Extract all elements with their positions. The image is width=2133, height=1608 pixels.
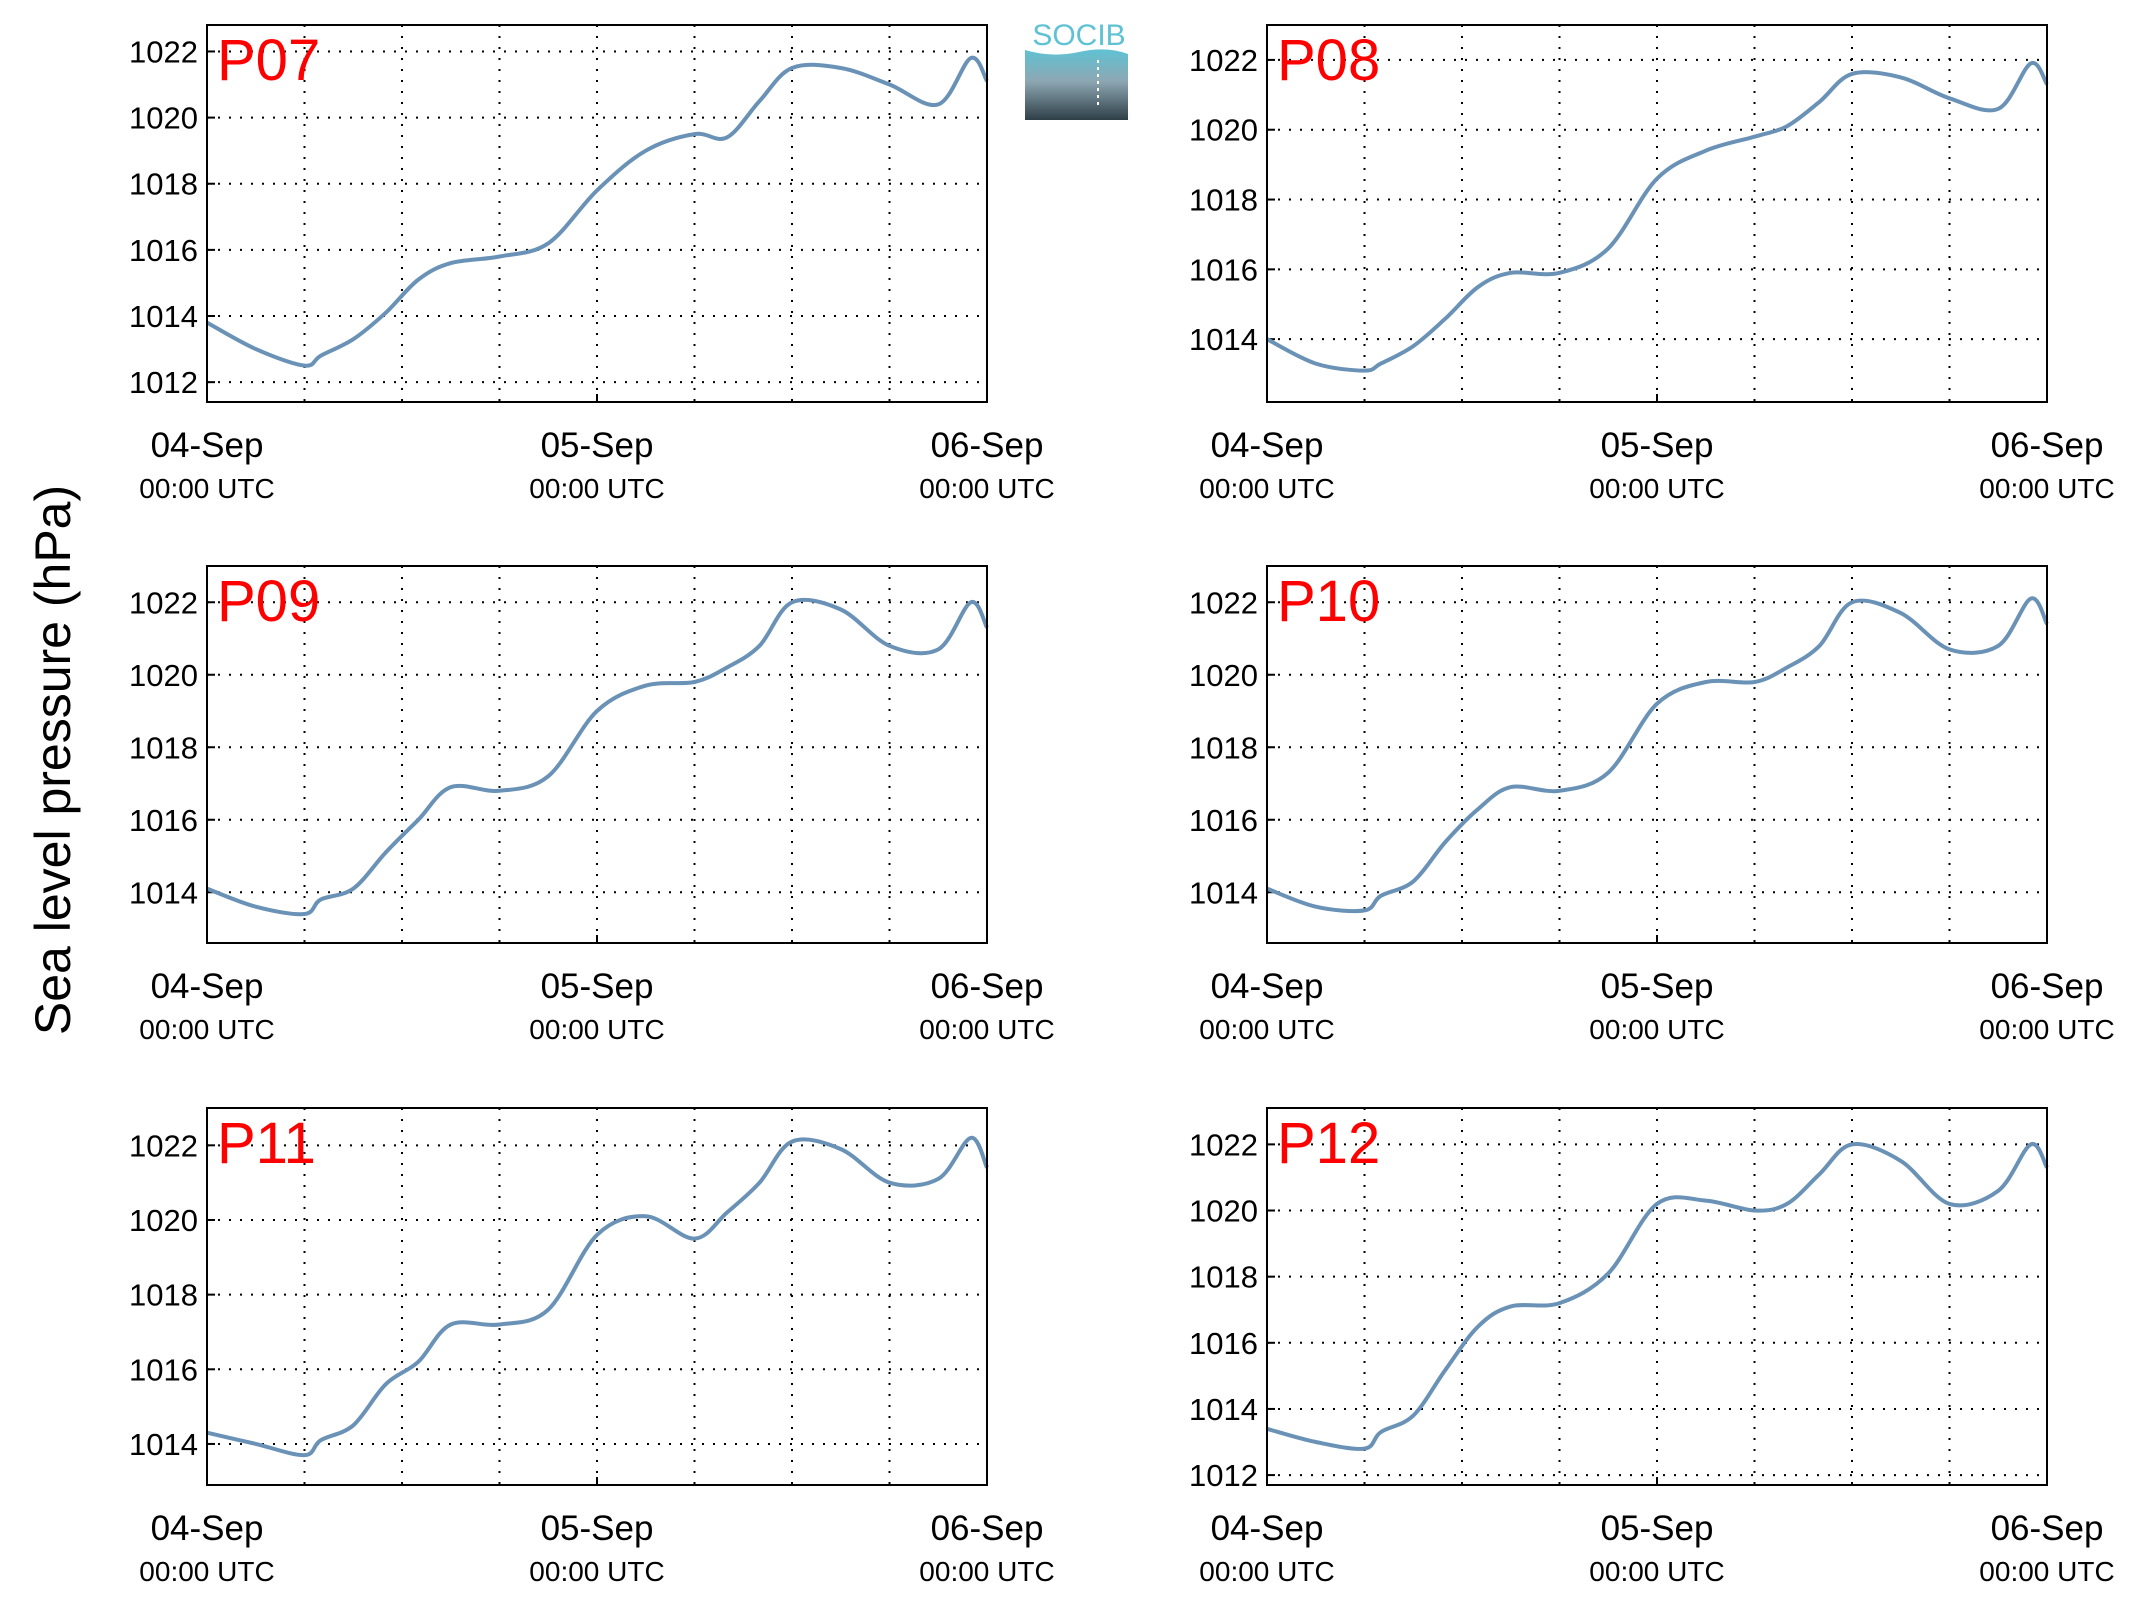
- y-tick-label: 1020: [129, 658, 198, 693]
- x-tick-date-label: 05-Sep: [541, 967, 654, 1006]
- y-tick-label: 1020: [1189, 1194, 1258, 1229]
- series-line-p07: [206, 55, 989, 368]
- x-tick-time-label: 00:00 UTC: [1199, 1014, 1334, 1045]
- x-tick-time-label: 00:00 UTC: [919, 1014, 1054, 1045]
- panel-title: P08: [1277, 28, 1380, 93]
- x-tick-time-label: 00:00 UTC: [139, 473, 274, 504]
- x-tick-time-label: 00:00 UTC: [529, 1014, 664, 1045]
- series-line-p12: [1266, 1142, 2049, 1451]
- x-tick-time-label: 00:00 UTC: [139, 1556, 274, 1587]
- x-tick-date-label: 06-Sep: [1991, 1509, 2104, 1548]
- panel-title: P12: [1277, 1111, 1380, 1176]
- series-line-p08: [1266, 60, 2049, 373]
- x-tick-time-label: 00:00 UTC: [1979, 1556, 2114, 1587]
- x-tick-time-label: 00:00 UTC: [1979, 473, 2114, 504]
- x-tick-time-label: 00:00 UTC: [529, 1556, 664, 1587]
- y-tick-label: 1016: [129, 803, 198, 838]
- y-tick-label: 1014: [1189, 1392, 1258, 1427]
- x-tick-date-label: 05-Sep: [541, 1509, 654, 1548]
- x-tick-date-label: 05-Sep: [1601, 967, 1714, 1006]
- y-tick-label: 1012: [129, 365, 198, 400]
- x-tick-time-label: 00:00 UTC: [529, 473, 664, 504]
- y-tick-label: 1022: [1189, 43, 1258, 78]
- x-tick-time-label: 00:00 UTC: [1199, 473, 1334, 504]
- axes-frame: [1266, 565, 2048, 944]
- x-tick-date-label: 05-Sep: [1601, 1509, 1714, 1548]
- axes-frame: [1266, 24, 2048, 403]
- panel-p09: 1014 1016 1018 1020 1022 04-Sep 00:00 UTC 05-Se…: [129, 565, 1055, 1045]
- panel-p11: 1014 1016 1018 1020 1022 04-Sep 00:00 UTC 05-Se…: [129, 1107, 1055, 1587]
- y-tick-label: 1018: [1189, 183, 1258, 218]
- y-tick-label: 1020: [129, 101, 198, 136]
- x-tick-time-label: 00:00 UTC: [1979, 1014, 2114, 1045]
- panel-p12: 1012 1014 1016 1018 1020 1022 04-Sep 00:00 UTC 0…: [1189, 1107, 2115, 1587]
- axes-frame: [206, 24, 988, 403]
- y-tick-label: 1014: [129, 299, 198, 334]
- y-tick-label: 1016: [1189, 1326, 1258, 1361]
- x-tick-time-label: 00:00 UTC: [139, 1014, 274, 1045]
- logo-text: SOCIB: [1032, 19, 1125, 52]
- x-tick-time-label: 00:00 UTC: [1589, 1014, 1724, 1045]
- y-tick-label: 1014: [129, 875, 198, 910]
- x-tick-date-label: 04-Sep: [1211, 426, 1324, 465]
- y-tick-label: 1018: [1189, 730, 1258, 765]
- y-tick-label: 1020: [1189, 113, 1258, 148]
- y-tick-label: 1016: [129, 1352, 198, 1387]
- x-tick-date-label: 06-Sep: [931, 967, 1044, 1006]
- y-tick-label: 1014: [129, 1427, 198, 1462]
- y-tick-label: 1012: [1189, 1458, 1258, 1493]
- x-tick-date-label: 04-Sep: [151, 1509, 264, 1548]
- y-tick-label: 1022: [129, 34, 198, 69]
- y-tick-label: 1016: [1189, 803, 1258, 838]
- x-tick-date-label: 06-Sep: [1991, 967, 2104, 1006]
- y-tick-label: 1016: [129, 233, 198, 268]
- y-tick-label: 1014: [1189, 322, 1258, 357]
- x-tick-date-label: 04-Sep: [1211, 967, 1324, 1006]
- axes-frame: [1266, 1107, 2048, 1486]
- x-tick-time-label: 00:00 UTC: [1589, 473, 1724, 504]
- x-tick-date-label: 06-Sep: [931, 1509, 1044, 1548]
- y-tick-label: 1022: [129, 585, 198, 620]
- y-tick-label: 1018: [129, 167, 198, 202]
- x-tick-time-label: 00:00 UTC: [1589, 1556, 1724, 1587]
- x-tick-date-label: 05-Sep: [1601, 426, 1714, 465]
- x-tick-date-label: 04-Sep: [1211, 1509, 1324, 1548]
- x-tick-date-label: 04-Sep: [151, 426, 264, 465]
- panel-title: P10: [1277, 569, 1380, 634]
- axes-frame: [206, 565, 988, 944]
- axes-frame: [206, 1107, 988, 1486]
- x-tick-date-label: 04-Sep: [151, 967, 264, 1006]
- x-tick-time-label: 00:00 UTC: [1199, 1556, 1334, 1587]
- panel-title: P11: [217, 1111, 316, 1176]
- y-tick-label: 1022: [129, 1128, 198, 1163]
- panel-p10: 1014 1016 1018 1020 1022 04-Sep 00:00 UTC 05-Se…: [1189, 565, 2115, 1045]
- panel-title: P07: [217, 28, 320, 93]
- panel-p08: 1014 1016 1018 1020 1022 04-Sep 00:00 UTC 05-Se…: [1189, 24, 2115, 504]
- panel-p07: 1012 1014 1016 1018 1020 1022 04-Sep 00:00 UTC 0…: [129, 24, 1055, 504]
- y-tick-label: 1022: [1189, 1127, 1258, 1162]
- y-tick-label: 1018: [1189, 1260, 1258, 1295]
- series-line-p10: [1266, 596, 2049, 914]
- x-tick-date-label: 05-Sep: [541, 426, 654, 465]
- socib-logo: SOCIB: [1025, 19, 1128, 120]
- series-line-p11: [206, 1135, 989, 1458]
- y-axis-label: Sea level pressure (hPa): [25, 485, 81, 1035]
- y-tick-label: 1022: [1189, 585, 1258, 620]
- y-tick-label: 1020: [129, 1203, 198, 1238]
- y-tick-label: 1014: [1189, 875, 1258, 910]
- series-line-p09: [206, 597, 989, 917]
- y-tick-label: 1018: [129, 1278, 198, 1313]
- x-tick-time-label: 00:00 UTC: [919, 473, 1054, 504]
- x-tick-date-label: 06-Sep: [1991, 426, 2104, 465]
- x-tick-time-label: 00:00 UTC: [919, 1556, 1054, 1587]
- y-tick-label: 1020: [1189, 658, 1258, 693]
- y-tick-label: 1018: [129, 730, 198, 765]
- panel-title: P09: [217, 569, 320, 634]
- x-tick-date-label: 06-Sep: [931, 426, 1044, 465]
- y-tick-label: 1016: [1189, 252, 1258, 287]
